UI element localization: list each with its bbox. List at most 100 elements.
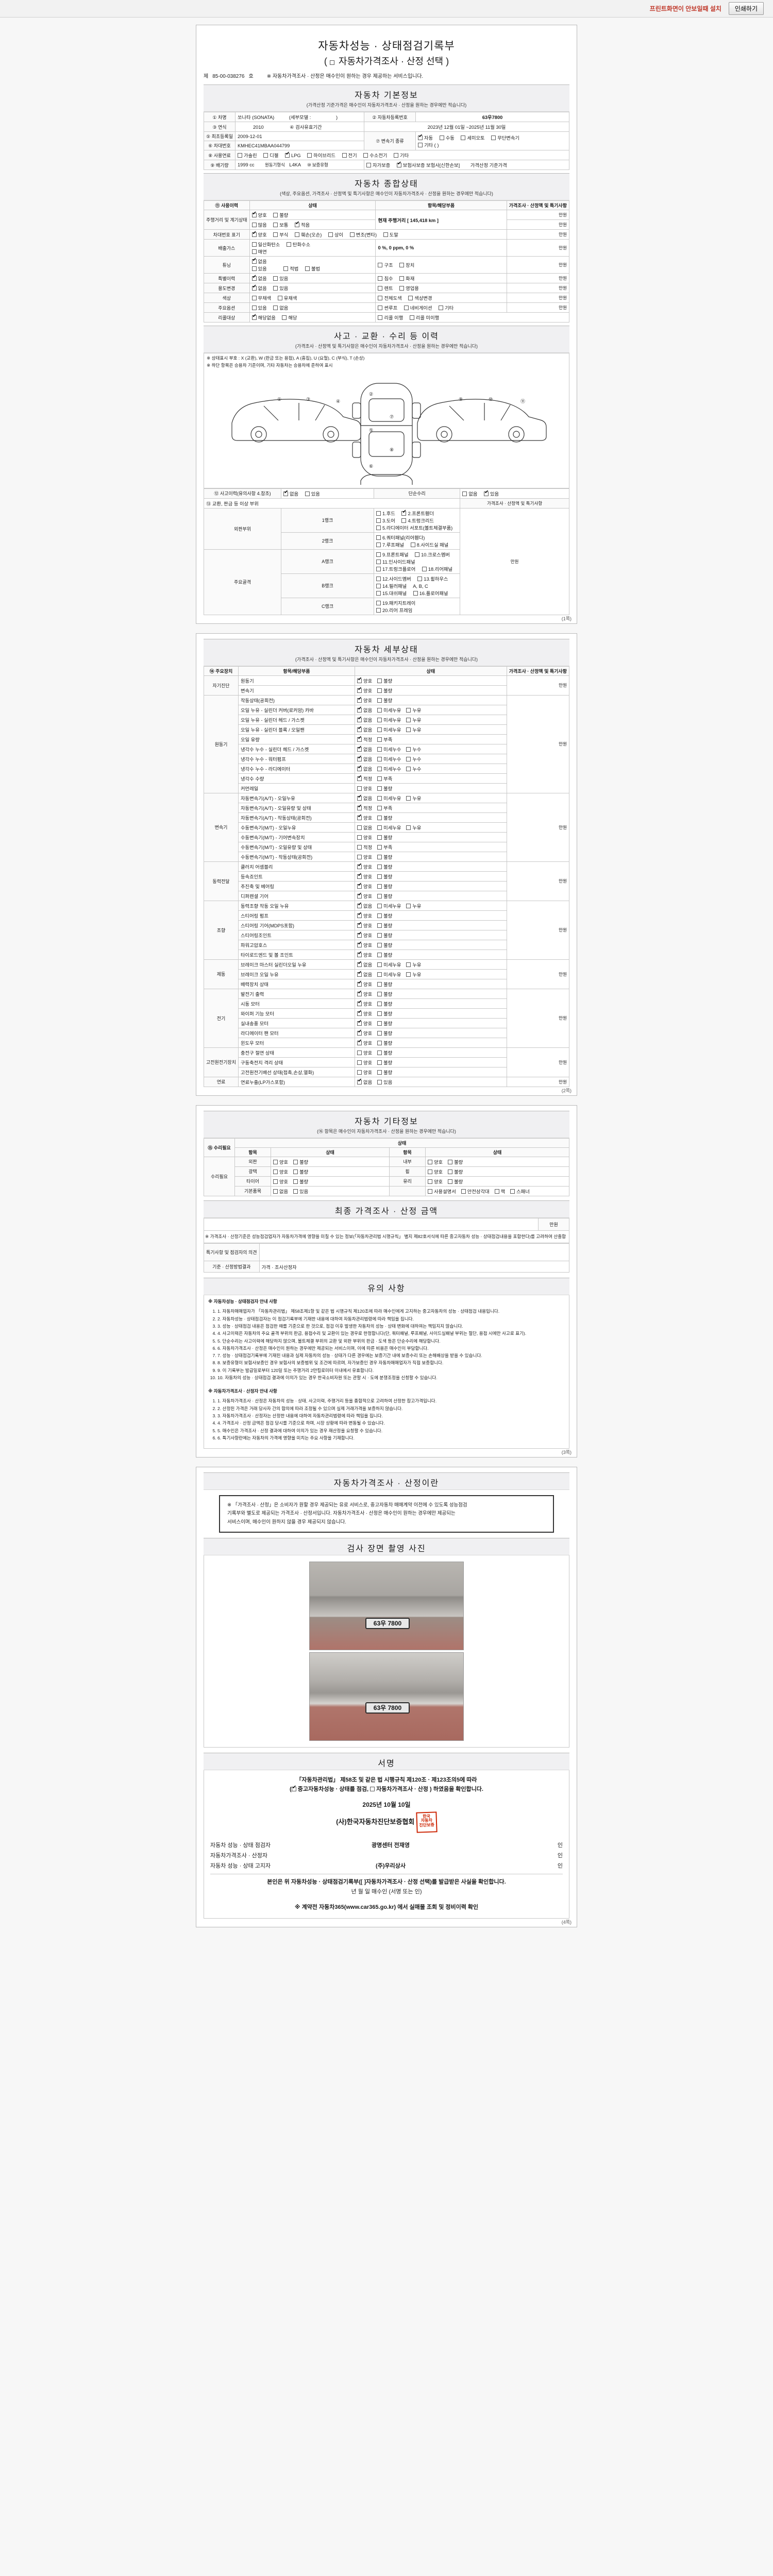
checkbox-d6-2-1[interactable] [377, 1011, 382, 1016]
checkbox-d4-0-0[interactable] [357, 902, 362, 908]
fuel-option-3[interactable]: 하이브리드 [307, 151, 335, 159]
checkbox-d7-2-0[interactable] [357, 1070, 362, 1075]
checkbox-options-yes[interactable] [251, 306, 257, 310]
mileage-few[interactable]: 적음 [294, 221, 310, 228]
d2-0-opt-1[interactable]: 미세누유 [377, 794, 401, 802]
checkbox-d2-2-0[interactable] [357, 814, 362, 820]
checkbox-d7-0-0[interactable] [357, 1050, 362, 1055]
d2-2-opt-1[interactable]: 불량 [377, 814, 392, 821]
d2-6-opt-0[interactable]: 양호 [357, 853, 372, 860]
checkbox-sidemember[interactable] [376, 576, 381, 581]
eb3-opt-1[interactable]: 안전삼각대 [461, 1188, 490, 1195]
checkbox-vin-rust[interactable] [273, 232, 278, 237]
checkbox-tuning-device[interactable] [399, 263, 405, 267]
checkbox-d1-9-1[interactable] [377, 786, 382, 791]
checkbox-cvt[interactable] [491, 135, 496, 140]
checkbox-smoke[interactable] [251, 249, 257, 254]
d3-3-opt-0[interactable]: 양호 [357, 892, 372, 900]
vin-erased[interactable]: 도말 [383, 231, 398, 238]
checkbox-d6-5-1[interactable] [377, 1040, 382, 1045]
checkbox-d1-4-1[interactable] [377, 737, 382, 742]
checkbox-mileage-few[interactable] [294, 221, 299, 227]
checkbox-trans-other[interactable] [417, 142, 423, 147]
checkbox-d5-2-0[interactable] [357, 980, 362, 987]
fuel-option-1[interactable]: 디젤 [263, 151, 278, 159]
checkbox-trunkfloor[interactable] [376, 566, 381, 571]
checkbox-vin-damage[interactable] [294, 232, 299, 237]
checkbox-front-fender[interactable] [401, 510, 407, 516]
checkbox-d3-1-1[interactable] [377, 874, 382, 879]
checkbox-packagetray[interactable] [376, 600, 381, 605]
checkbox-d6-1-1[interactable] [377, 1001, 382, 1006]
vin-damage[interactable]: 훼손(오손) [294, 231, 322, 238]
checkbox-option-other[interactable] [439, 306, 444, 310]
checkbox-d3-0-1[interactable] [377, 864, 382, 869]
d1-8-opt-0[interactable]: 적정 [357, 775, 372, 782]
checkbox-d1-7-1[interactable] [377, 766, 382, 771]
color-achromatic[interactable]: 무채색 [251, 294, 271, 301]
d1-9-opt-1[interactable]: 불량 [377, 785, 392, 792]
checkbox-recall-done[interactable] [378, 315, 383, 320]
checkbox-d4-2-0[interactable] [357, 922, 362, 928]
checkbox-d5-1-2[interactable] [406, 972, 411, 977]
checkbox-d1-9-0[interactable] [357, 786, 362, 791]
checkbox-hydrogen[interactable] [363, 153, 368, 158]
checkbox-d0-0-1[interactable] [377, 678, 382, 683]
checkbox-d1-1-0[interactable] [357, 706, 362, 713]
checkbox-d3-3-0[interactable] [357, 892, 362, 899]
checkbox-special-none[interactable] [251, 275, 257, 281]
frame-trunkfloor[interactable]: 17.트렁크플로어 [376, 565, 415, 572]
checkbox-d1-6-2[interactable] [406, 756, 411, 761]
option-nav[interactable]: 네비게이션 [404, 304, 432, 311]
panel-hood[interactable]: 1.후드 [376, 510, 395, 517]
checkbox-crossmember[interactable] [415, 552, 420, 557]
d1-6-opt-2[interactable]: 누수 [406, 755, 421, 762]
checkbox-d6-0-0[interactable] [357, 990, 362, 996]
checkbox-d1-3-0[interactable] [357, 726, 362, 732]
d3-2-opt-0[interactable]: 양호 [357, 883, 372, 890]
d1-3-opt-0[interactable]: 없음 [357, 726, 372, 733]
checkbox-d5-1-1[interactable] [377, 972, 382, 977]
checkbox-roof-panel[interactable] [376, 542, 381, 547]
usechange-biz[interactable]: 영업용 [399, 284, 419, 292]
panel-door[interactable]: 3.도어 [376, 517, 395, 524]
d6-2-opt-0[interactable]: 양호 [357, 1010, 372, 1017]
checkbox-wheelhouse[interactable] [417, 576, 423, 581]
checkbox-biz[interactable] [399, 286, 405, 291]
option-other[interactable]: 기타 [439, 304, 453, 311]
checkbox-d1-8-1[interactable] [377, 776, 382, 781]
checkbox-vin-erased[interactable] [383, 232, 388, 237]
d6-4-opt-0[interactable]: 양호 [357, 1029, 372, 1037]
ea3-opt-1[interactable]: 있음 [293, 1188, 308, 1195]
d5-0-opt-0[interactable]: 없음 [357, 961, 372, 968]
checkbox-d2-1-0[interactable] [357, 804, 362, 810]
checkbox-accident-none[interactable] [283, 490, 288, 496]
d4-0-opt-1[interactable]: 미세누유 [377, 902, 401, 909]
checkbox-d4-2-1[interactable] [377, 923, 382, 928]
d2-0-opt-0[interactable]: 없음 [357, 794, 372, 802]
checkbox-d1-3-1[interactable] [377, 727, 382, 732]
vin-rust[interactable]: 부식 [273, 231, 288, 238]
checkbox-mileage-many[interactable] [251, 223, 257, 227]
checkbox-d5-0-1[interactable] [377, 962, 382, 967]
d1-3-opt-2[interactable]: 누유 [406, 726, 421, 733]
checkbox-d2-4-0[interactable] [357, 835, 362, 840]
checkbox-d1-6-0[interactable] [357, 755, 362, 761]
checkbox-manual[interactable] [439, 135, 444, 140]
checkbox-d7-1-0[interactable] [357, 1060, 362, 1065]
tuning-device[interactable]: 장치 [399, 261, 414, 268]
warranty-option-1[interactable]: 보험사보증 보험사[신한손보] [396, 161, 460, 168]
fuel-option-2[interactable]: LPG [284, 151, 301, 158]
panel-radiator-support[interactable]: 5.라디에이터 서포트(볼트체결부품) [376, 524, 452, 531]
d2-2-opt-0[interactable]: 양호 [357, 814, 372, 821]
frame-front-panel[interactable]: 9.프론트패널 [376, 551, 409, 558]
d1-8-opt-1[interactable]: 부족 [377, 775, 392, 782]
checkbox-ea3-1[interactable] [293, 1189, 298, 1194]
checkbox-mileage-normal[interactable] [273, 223, 278, 227]
simple-yes[interactable]: 있음 [483, 490, 499, 497]
tuning-illegal[interactable]: 불법 [305, 265, 320, 272]
frame-insidepanel[interactable]: 11.인사이드패널 [376, 558, 415, 565]
checkbox-d6-4-1[interactable] [377, 1030, 382, 1036]
d7-1-opt-1[interactable]: 불량 [377, 1059, 392, 1066]
d4-0-opt-2[interactable]: 누유 [406, 902, 421, 909]
